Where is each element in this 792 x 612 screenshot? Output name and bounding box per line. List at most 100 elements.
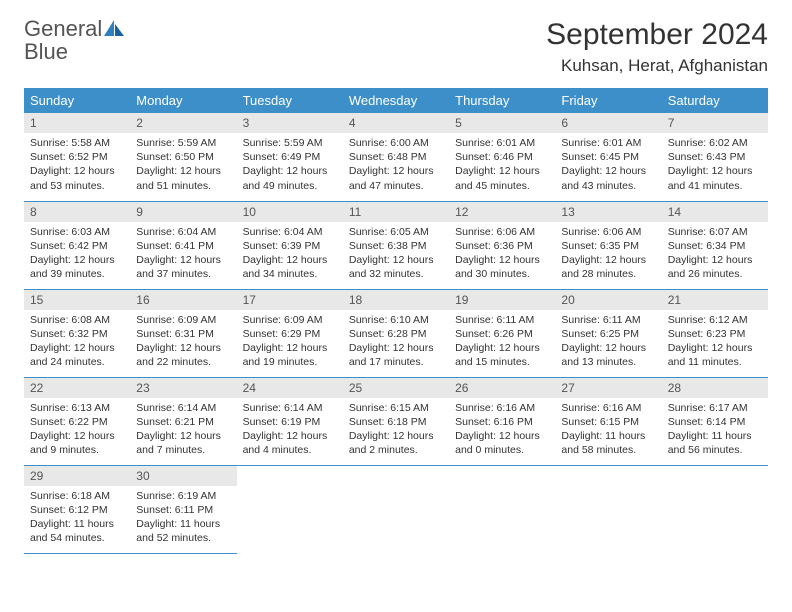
calendar-cell: 24Sunrise: 6:14 AMSunset: 6:19 PMDayligh… — [237, 377, 343, 465]
sunrise-line: Sunrise: 6:14 AM — [136, 401, 230, 415]
day-number: 7 — [662, 113, 768, 133]
day-details: Sunrise: 6:09 AMSunset: 6:29 PMDaylight:… — [237, 310, 343, 376]
day-details: Sunrise: 6:16 AMSunset: 6:16 PMDaylight:… — [449, 398, 555, 464]
sunset-line: Sunset: 6:39 PM — [243, 239, 337, 253]
sunrise-line: Sunrise: 6:09 AM — [136, 313, 230, 327]
calendar-cell: 16Sunrise: 6:09 AMSunset: 6:31 PMDayligh… — [130, 289, 236, 377]
calendar-cell: 4Sunrise: 6:00 AMSunset: 6:48 PMDaylight… — [343, 113, 449, 201]
calendar-cell: 8Sunrise: 6:03 AMSunset: 6:42 PMDaylight… — [24, 201, 130, 289]
month-title: September 2024 — [546, 18, 768, 52]
calendar-cell: 19Sunrise: 6:11 AMSunset: 6:26 PMDayligh… — [449, 289, 555, 377]
day-number: 18 — [343, 290, 449, 310]
day-details: Sunrise: 6:19 AMSunset: 6:11 PMDaylight:… — [130, 486, 236, 552]
daylight-line: Daylight: 12 hours and 49 minutes. — [243, 164, 337, 192]
sunset-line: Sunset: 6:43 PM — [668, 150, 762, 164]
day-details: Sunrise: 6:17 AMSunset: 6:14 PMDaylight:… — [662, 398, 768, 464]
sunrise-line: Sunrise: 6:16 AM — [561, 401, 655, 415]
weekday-header: Tuesday — [237, 88, 343, 113]
day-number: 30 — [130, 466, 236, 486]
day-number: 15 — [24, 290, 130, 310]
sunset-line: Sunset: 6:16 PM — [455, 415, 549, 429]
day-number: 25 — [343, 378, 449, 398]
calendar-row: 29Sunrise: 6:18 AMSunset: 6:12 PMDayligh… — [24, 465, 768, 553]
sunrise-line: Sunrise: 6:03 AM — [30, 225, 124, 239]
day-number: 10 — [237, 202, 343, 222]
sunset-line: Sunset: 6:34 PM — [668, 239, 762, 253]
day-number: 12 — [449, 202, 555, 222]
day-details: Sunrise: 6:01 AMSunset: 6:46 PMDaylight:… — [449, 133, 555, 199]
daylight-line: Daylight: 12 hours and 26 minutes. — [668, 253, 762, 281]
sunset-line: Sunset: 6:36 PM — [455, 239, 549, 253]
sunrise-line: Sunrise: 6:01 AM — [561, 136, 655, 150]
day-details: Sunrise: 6:14 AMSunset: 6:19 PMDaylight:… — [237, 398, 343, 464]
day-number: 23 — [130, 378, 236, 398]
daylight-line: Daylight: 12 hours and 47 minutes. — [349, 164, 443, 192]
calendar-cell: 28Sunrise: 6:17 AMSunset: 6:14 PMDayligh… — [662, 377, 768, 465]
sunrise-line: Sunrise: 6:04 AM — [243, 225, 337, 239]
sunrise-line: Sunrise: 6:11 AM — [561, 313, 655, 327]
weekday-header: Sunday — [24, 88, 130, 113]
calendar-cell: 3Sunrise: 5:59 AMSunset: 6:49 PMDaylight… — [237, 113, 343, 201]
daylight-line: Daylight: 12 hours and 28 minutes. — [561, 253, 655, 281]
day-number: 14 — [662, 202, 768, 222]
day-number: 20 — [555, 290, 661, 310]
weekday-header: Thursday — [449, 88, 555, 113]
sunset-line: Sunset: 6:35 PM — [561, 239, 655, 253]
sunrise-line: Sunrise: 6:02 AM — [668, 136, 762, 150]
logo-sail-icon — [104, 20, 124, 36]
calendar-cell: 9Sunrise: 6:04 AMSunset: 6:41 PMDaylight… — [130, 201, 236, 289]
sunset-line: Sunset: 6:31 PM — [136, 327, 230, 341]
daylight-line: Daylight: 12 hours and 51 minutes. — [136, 164, 230, 192]
calendar-cell — [662, 465, 768, 553]
calendar-cell: 29Sunrise: 6:18 AMSunset: 6:12 PMDayligh… — [24, 465, 130, 553]
sunset-line: Sunset: 6:38 PM — [349, 239, 443, 253]
calendar-cell: 25Sunrise: 6:15 AMSunset: 6:18 PMDayligh… — [343, 377, 449, 465]
calendar-cell: 10Sunrise: 6:04 AMSunset: 6:39 PMDayligh… — [237, 201, 343, 289]
sunset-line: Sunset: 6:29 PM — [243, 327, 337, 341]
sunrise-line: Sunrise: 6:17 AM — [668, 401, 762, 415]
sunset-line: Sunset: 6:48 PM — [349, 150, 443, 164]
day-details: Sunrise: 6:07 AMSunset: 6:34 PMDaylight:… — [662, 222, 768, 288]
sunset-line: Sunset: 6:32 PM — [30, 327, 124, 341]
day-number: 19 — [449, 290, 555, 310]
calendar-row: 1Sunrise: 5:58 AMSunset: 6:52 PMDaylight… — [24, 113, 768, 201]
calendar-cell: 18Sunrise: 6:10 AMSunset: 6:28 PMDayligh… — [343, 289, 449, 377]
calendar-row: 15 Sunrise: 6:08 AMSunset: 6:32 PM Dayligh… — [24, 289, 768, 377]
daylight-line: Daylight: 12 hours and 0 minutes. — [455, 429, 549, 457]
sunrise-line: Sunrise: 6:08 AM — [30, 313, 124, 327]
daylight-line: Daylight: 12 hours and 4 minutes. — [243, 429, 337, 457]
calendar-cell: 1Sunrise: 5:58 AMSunset: 6:52 PMDaylight… — [24, 113, 130, 201]
calendar-cell — [555, 465, 661, 553]
calendar-cell: 30Sunrise: 6:19 AMSunset: 6:11 PMDayligh… — [130, 465, 236, 553]
sunrise-line: Sunrise: 6:09 AM — [243, 313, 337, 327]
calendar-cell: 27Sunrise: 6:16 AMSunset: 6:15 PMDayligh… — [555, 377, 661, 465]
calendar-cell: 12Sunrise: 6:06 AMSunset: 6:36 PMDayligh… — [449, 201, 555, 289]
calendar-cell: 23Sunrise: 6:14 AMSunset: 6:21 PMDayligh… — [130, 377, 236, 465]
calendar-cell — [449, 465, 555, 553]
calendar-cell: 15Sunrise: 6:08 AMSunset: 6:32 PMDayligh… — [24, 289, 130, 377]
logo-word1: General — [24, 16, 102, 41]
sunset-line: Sunset: 6:49 PM — [243, 150, 337, 164]
day-details: Sunrise: 6:10 AMSunset: 6:28 PMDaylight:… — [343, 310, 449, 376]
day-number: 27 — [555, 378, 661, 398]
daylight-line: Daylight: 12 hours and 22 minutes. — [136, 341, 230, 369]
calendar-cell — [343, 465, 449, 553]
day-details: Sunrise: 6:13 AMSunset: 6:22 PMDaylight:… — [24, 398, 130, 464]
calendar-row: 22Sunrise: 6:13 AMSunset: 6:22 PMDayligh… — [24, 377, 768, 465]
calendar-cell: 17Sunrise: 6:09 AMSunset: 6:29 PMDayligh… — [237, 289, 343, 377]
daylight-line: Daylight: 12 hours and 30 minutes. — [455, 253, 549, 281]
day-number: 13 — [555, 202, 661, 222]
weekday-header: Monday — [130, 88, 236, 113]
location-text: Kuhsan, Herat, Afghanistan — [546, 56, 768, 76]
day-number: 29 — [24, 466, 130, 486]
sunset-line: Sunset: 6:22 PM — [30, 415, 124, 429]
day-number: 9 — [130, 202, 236, 222]
logo: General Blue — [24, 18, 124, 64]
day-details: Sunrise: 6:05 AMSunset: 6:38 PMDaylight:… — [343, 222, 449, 288]
sunset-line: Sunset: 6:21 PM — [136, 415, 230, 429]
daylight-line: Daylight: 12 hours and 37 minutes. — [136, 253, 230, 281]
day-number: 5 — [449, 113, 555, 133]
sunset-line: Sunset: 6:28 PM — [349, 327, 443, 341]
sunset-line: Sunset: 6:14 PM — [668, 415, 762, 429]
daylight-line: Daylight: 11 hours and 58 minutes. — [561, 429, 655, 457]
